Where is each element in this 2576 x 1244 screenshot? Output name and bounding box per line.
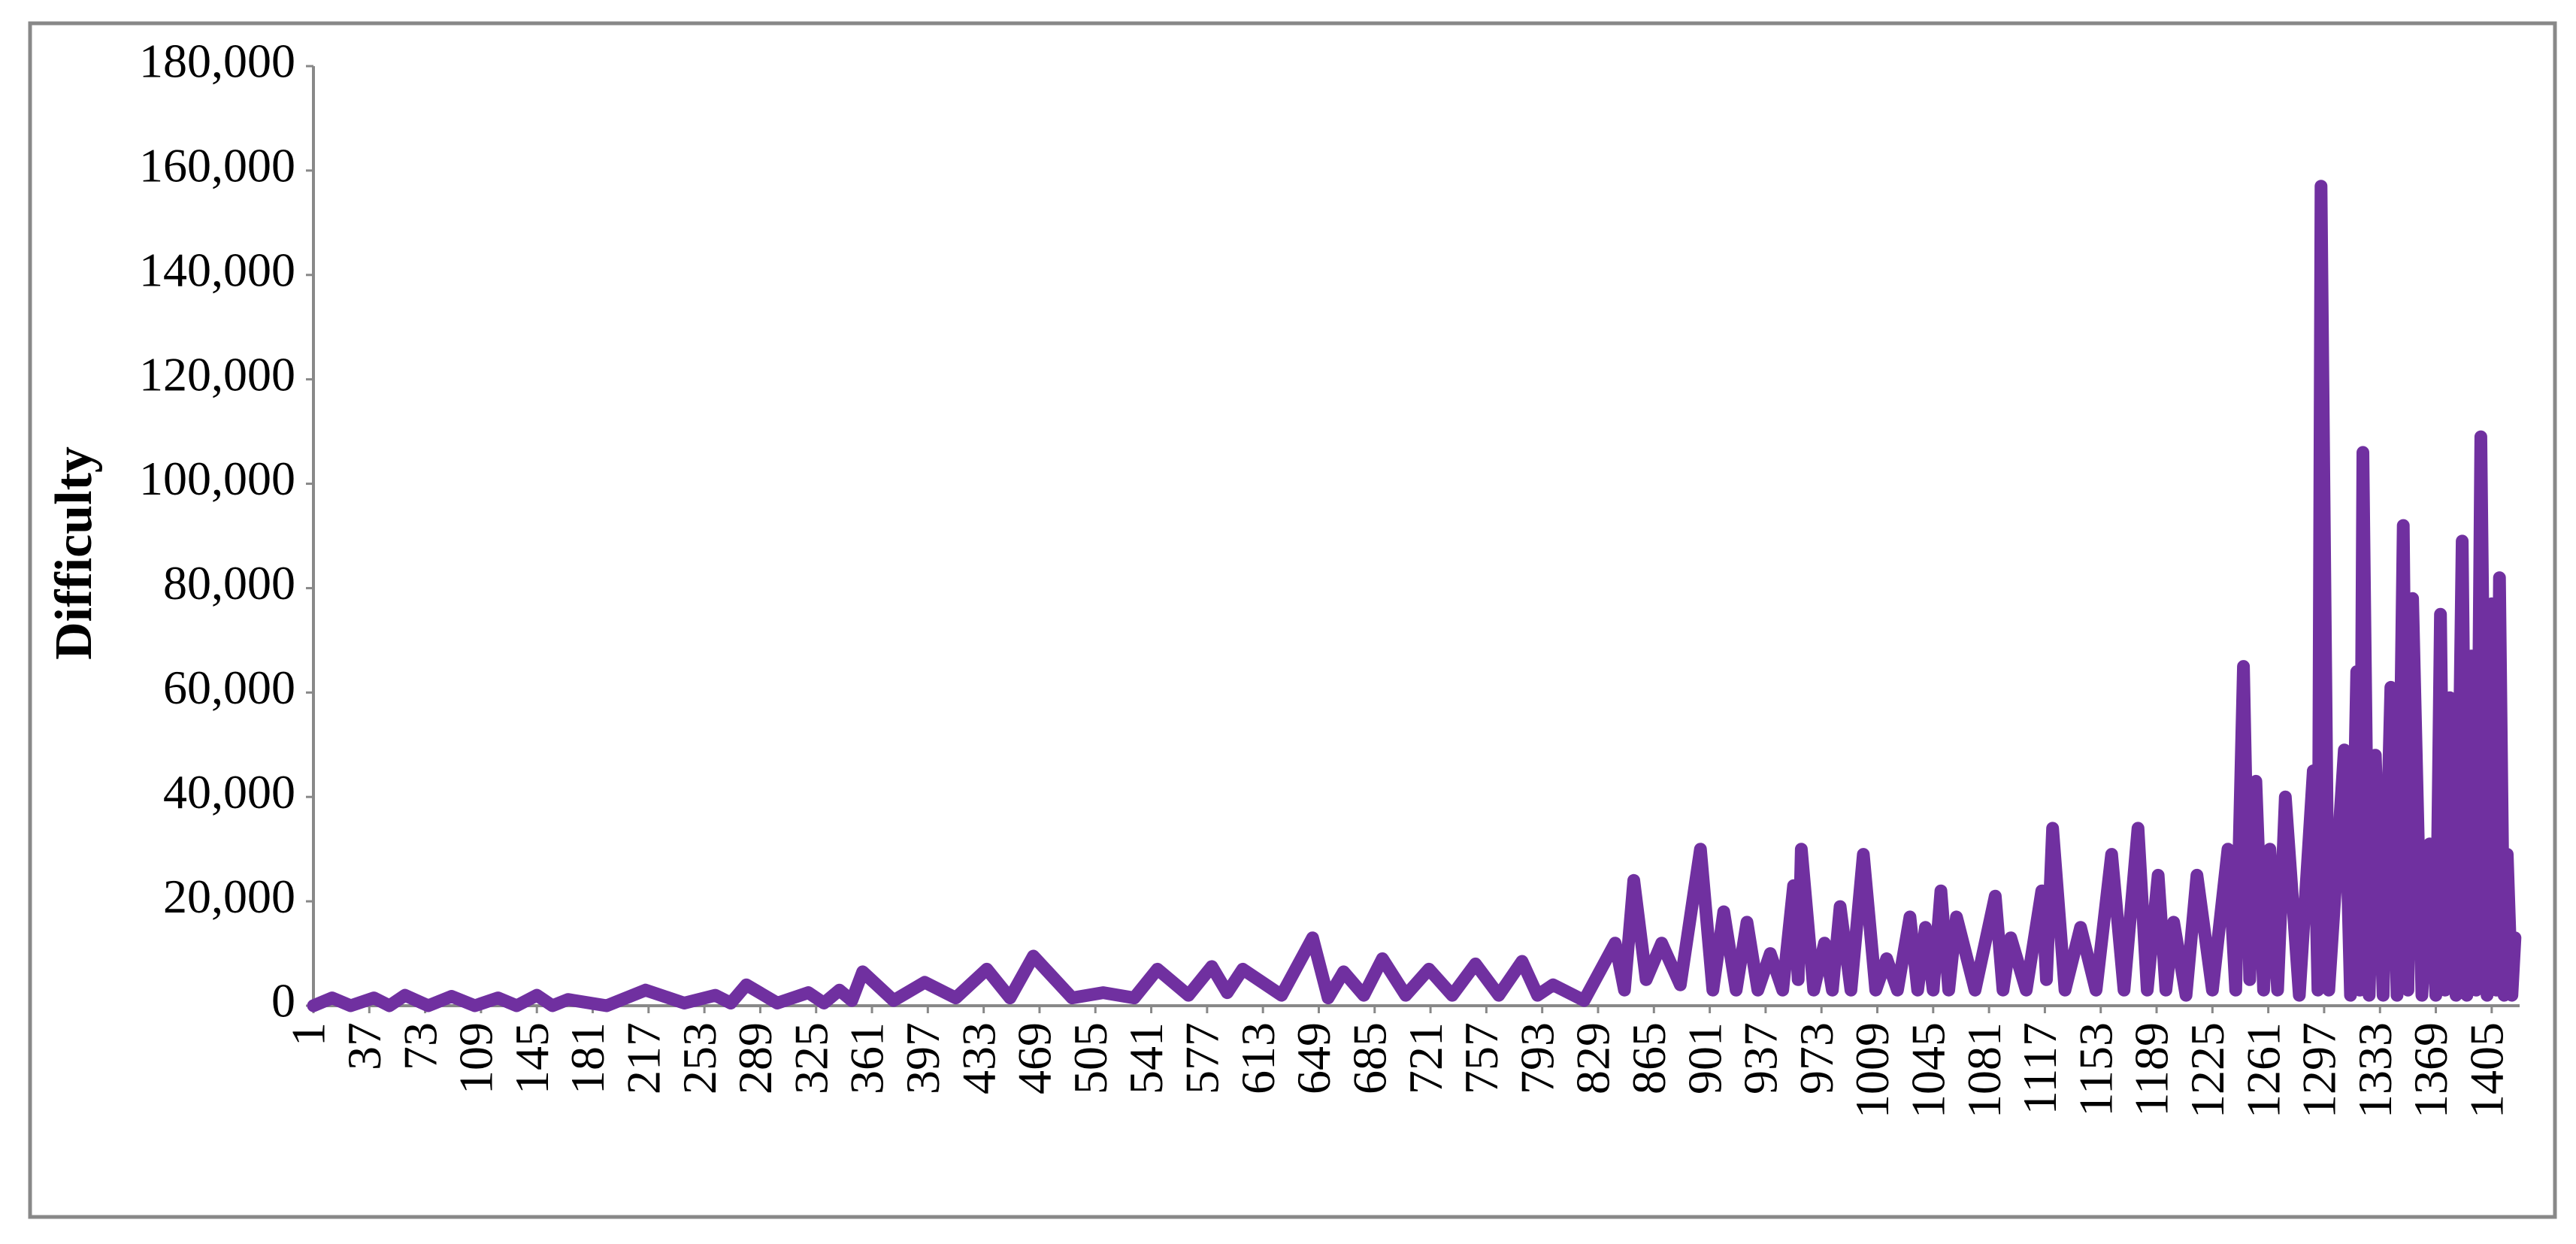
x-tick-label: 145	[505, 1022, 558, 1094]
x-tick-label: 109	[450, 1022, 503, 1094]
x-tick-label: 1	[282, 1022, 335, 1046]
x-tick-label: 289	[728, 1022, 782, 1094]
y-tick-label: 120,000	[139, 347, 295, 401]
y-tick-label: 160,000	[139, 139, 295, 192]
x-tick-label: 1261	[2236, 1022, 2290, 1118]
x-tick-label: 901	[1678, 1022, 1731, 1094]
y-tick-label: 0	[271, 974, 295, 1028]
x-tick-label: 577	[1176, 1022, 1229, 1094]
x-tick-label: 1369	[2404, 1022, 2457, 1118]
chart-border	[28, 21, 2557, 1219]
y-tick-label: 180,000	[139, 35, 295, 88]
x-tick-label: 181	[561, 1022, 614, 1094]
x-tick-label: 865	[1622, 1022, 1675, 1094]
y-tick-label: 40,000	[163, 765, 295, 819]
x-tick-label: 469	[1008, 1022, 1061, 1094]
x-tick-label: 649	[1287, 1022, 1340, 1094]
x-tick-label: 793	[1510, 1022, 1563, 1094]
y-tick-label: 100,000	[139, 452, 295, 505]
x-tick-label: 1225	[2181, 1022, 2234, 1118]
x-tick-label: 1045	[1901, 1022, 1954, 1118]
x-tick-label: 325	[784, 1022, 837, 1094]
y-tick-label: 140,000	[139, 243, 295, 296]
x-tick-label: 613	[1231, 1022, 1285, 1094]
x-tick-label: 829	[1566, 1022, 1620, 1094]
x-tick-label: 1117	[2013, 1022, 2066, 1115]
x-tick-label: 1405	[2460, 1022, 2514, 1118]
x-tick-label: 541	[1119, 1022, 1173, 1094]
x-tick-label: 217	[617, 1022, 670, 1094]
x-tick-label: 937	[1734, 1022, 1787, 1094]
x-tick-label: 361	[840, 1022, 894, 1094]
x-tick-label: 37	[338, 1022, 391, 1070]
x-tick-label: 685	[1342, 1022, 1396, 1094]
x-tick-label: 253	[673, 1022, 726, 1094]
x-tick-label: 1297	[2293, 1022, 2346, 1118]
x-tick-label: 397	[896, 1022, 949, 1094]
x-tick-label: 433	[952, 1022, 1005, 1094]
x-tick-label: 1189	[2125, 1022, 2178, 1117]
x-tick-label: 505	[1064, 1022, 1117, 1094]
x-tick-label: 757	[1454, 1022, 1508, 1094]
x-tick-label: 1153	[2069, 1022, 2122, 1117]
x-tick-label: 1081	[1957, 1022, 2011, 1118]
x-tick-label: 1333	[2348, 1022, 2402, 1118]
y-tick-label: 20,000	[163, 870, 295, 923]
y-tick-label: 60,000	[163, 661, 295, 714]
x-tick-label: 73	[393, 1022, 446, 1070]
x-tick-label: 973	[1790, 1022, 1843, 1094]
x-tick-label: 1009	[1845, 1022, 1899, 1118]
y-axis-title: Difficulty	[45, 446, 103, 660]
y-tick-label: 80,000	[163, 556, 295, 610]
x-tick-label: 721	[1399, 1022, 1452, 1094]
data-line	[307, 180, 2522, 1012]
